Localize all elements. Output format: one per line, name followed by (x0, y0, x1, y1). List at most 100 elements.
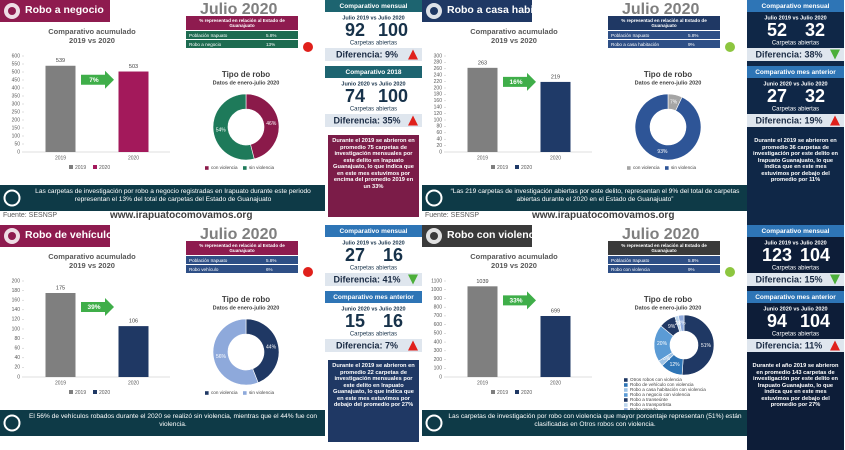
sidebar-header-text: Comparativo mes anterior (333, 294, 414, 301)
bar (540, 315, 571, 377)
footer-text: El 56% de vehículos robados durante el 2… (28, 413, 318, 428)
count: 32 (805, 86, 825, 106)
sidebar-header-text: Comparativo mensual (762, 3, 830, 10)
bar (467, 286, 498, 377)
table-cell: Población Irapuato (189, 32, 228, 38)
legend-swatch (205, 166, 209, 170)
chart-subtitle: 2019 vs 2020 (491, 36, 537, 45)
slice-label: 2% (675, 321, 683, 327)
y-tick-label: 400 (12, 85, 21, 91)
title-box (422, 0, 532, 22)
legend-swatch (93, 165, 97, 169)
source: Fuente: SESNSP (3, 212, 58, 219)
table-cell: 13% (266, 41, 276, 47)
bar (118, 71, 149, 152)
period: Julio 2019 vs Julio 2020 (764, 240, 826, 246)
url: www.irapuatocomovamos.org (110, 210, 253, 221)
table-header (186, 16, 298, 30)
y-tick-label: 50 (14, 141, 20, 147)
table-header (608, 241, 720, 255)
legend-label: Robo a transportista (630, 402, 672, 407)
legend-label: 2020 (99, 390, 110, 396)
y-tick-label: 300 (434, 348, 443, 354)
caption: Carpetas abiertas (350, 41, 397, 47)
value-label: 503 (129, 64, 138, 70)
sidebar-header (325, 0, 422, 12)
slice-label: 9% (668, 324, 676, 330)
count: 100 (378, 20, 408, 40)
y-tick-label: 550 (12, 61, 21, 67)
pie-subtitle: Datos de enero-julio 2020 (213, 80, 280, 86)
table-row (608, 40, 720, 48)
y-tick-label: 900 (434, 296, 443, 302)
y-tick-label: 500 (12, 69, 21, 75)
trend-arrow (408, 115, 418, 126)
count: 27 (767, 86, 787, 106)
legend-swatch (624, 378, 628, 382)
legend-label: con violencia (633, 165, 660, 170)
sidebar-header-text: Comparativo mensual (340, 3, 408, 10)
pie-subtitle: Datos de enero-julio 2020 (213, 305, 280, 311)
url: www.irapuatocomovamos.org (532, 210, 675, 221)
y-tick-label: 400 (434, 339, 443, 345)
sidebar-header-text: Comparativo mensual (762, 228, 830, 235)
table-row (186, 265, 298, 273)
trend-arrow (830, 115, 840, 126)
slice-label: 93% (657, 149, 668, 155)
count: 16 (383, 245, 403, 265)
month: Julio 2020 (622, 226, 700, 243)
legend-swatch (69, 390, 73, 394)
y-tick-label: 160 (12, 298, 21, 304)
icon-dot (430, 232, 438, 240)
status-dot (303, 42, 313, 52)
y-tick-label: 120 (434, 111, 443, 117)
y-tick-label: 100 (434, 366, 443, 372)
x-tick-label: 2020 (550, 380, 561, 386)
trend-arrow (830, 49, 840, 60)
pie-title: Tipo de robo (222, 70, 270, 79)
trend-arrow (408, 274, 418, 285)
logo (3, 189, 21, 207)
legend-label: con violencia (211, 165, 238, 170)
table-cell: 9% (688, 41, 695, 47)
chart-title: Comparativo acumulado (48, 27, 136, 36)
legend-label: Robo a casa habitación con violencia (630, 387, 706, 392)
period: Julio 2019 vs Julio 2020 (764, 15, 826, 21)
value-label: 699 (551, 308, 560, 314)
x-tick-label: 2019 (55, 155, 66, 161)
y-tick-label: 60 (436, 130, 442, 136)
difference: Diferencia: 15% (755, 274, 822, 284)
pie-title: Tipo de robo (222, 295, 270, 304)
y-tick-label: 1000 (431, 287, 442, 293)
legend-label: 2019 (497, 390, 508, 396)
legend-swatch (624, 388, 628, 392)
period: Julio 2019 vs Julio 2020 (342, 15, 404, 21)
logo (425, 414, 443, 432)
footer-text: Las carpetas de investigación por robo a… (35, 188, 311, 203)
table-cell: Población Irapuato (189, 257, 228, 263)
x-tick-label: 2020 (128, 380, 139, 386)
change-arrow (81, 298, 114, 316)
caption: Carpetas abiertas (350, 107, 397, 113)
legend-label: 2019 (75, 390, 86, 396)
icon-dot (8, 7, 16, 15)
bar (467, 67, 498, 152)
period: Junio 2020 vs Julio 2020 (341, 306, 405, 312)
chart-title: Comparativo acumulado (470, 27, 558, 36)
icon-dot (8, 232, 16, 240)
y-tick-label: 80 (14, 336, 20, 342)
bar (45, 293, 76, 377)
slice-label: 20% (657, 341, 668, 347)
sidebar-header (325, 225, 422, 237)
difference: Diferencia: 7% (336, 340, 398, 350)
pie-slice (678, 314, 685, 332)
y-tick-label: 100 (434, 117, 443, 123)
slice-label: 3% (663, 356, 671, 362)
sidebar-header (747, 66, 844, 78)
chart-subtitle: 2019 vs 2020 (69, 261, 115, 270)
slice-label: 51% (701, 343, 712, 349)
y-tick-label: 300 (434, 53, 443, 59)
panel-title: Robo de vehículo (25, 229, 113, 241)
change-arrow (503, 72, 536, 91)
